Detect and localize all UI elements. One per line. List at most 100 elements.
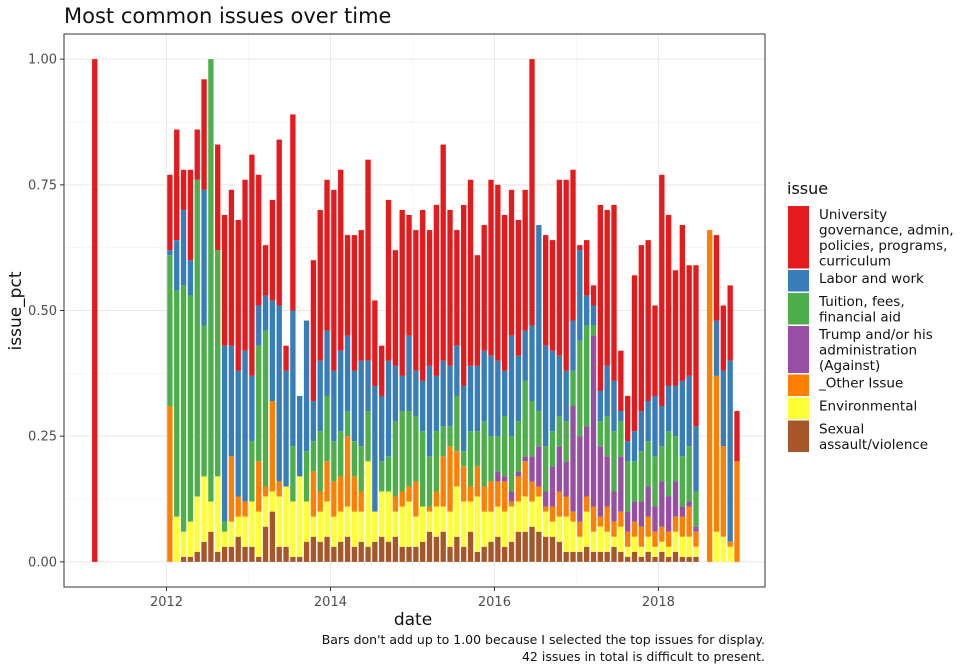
y-axis-title: issue_pct xyxy=(6,271,26,350)
bar-segment-5 xyxy=(249,375,255,442)
bar-segment-4 xyxy=(461,451,467,467)
legend-label: Tuition, fees, xyxy=(818,294,905,310)
bar-segment-3 xyxy=(529,456,535,482)
bar-segment-4 xyxy=(358,446,364,492)
bar-segment-2 xyxy=(666,531,672,547)
bar-segment-0 xyxy=(351,546,358,562)
bar-segment-4 xyxy=(686,446,692,502)
bar-segment-3 xyxy=(625,511,631,532)
bar-stack-2016-01 xyxy=(495,184,501,562)
bar-segment-4 xyxy=(679,456,685,507)
bar-segment-2 xyxy=(631,521,638,537)
bar-stack-2012-07 xyxy=(208,59,214,562)
bar-segment-1 xyxy=(317,511,323,542)
bar-segment-4 xyxy=(310,441,317,472)
bar-segment-0 xyxy=(447,546,453,562)
bar-segment-1 xyxy=(727,546,733,562)
bar-segment-4 xyxy=(577,340,583,437)
bar-segment-3 xyxy=(666,496,672,532)
bar-segment-2 xyxy=(529,481,535,502)
bar-segment-2 xyxy=(433,491,440,507)
bar-segment-0 xyxy=(495,536,501,562)
x-tick-label: 2018 xyxy=(642,595,675,610)
bar-segment-0 xyxy=(570,551,576,562)
bar-segment-5 xyxy=(727,360,733,542)
legend-label: _Other Issue xyxy=(818,376,903,392)
bar-stack-2015-03 xyxy=(426,230,433,562)
bar-segment-6 xyxy=(344,235,351,336)
bar-segment-5 xyxy=(283,370,289,487)
bar-segment-1 xyxy=(358,511,364,542)
bar-segment-6 xyxy=(433,204,440,376)
bar-segment-4 xyxy=(625,461,631,512)
bar-segment-1 xyxy=(659,541,665,552)
bar-segment-1 xyxy=(242,516,248,547)
bar-segment-0 xyxy=(563,551,569,562)
bar-segment-6 xyxy=(481,225,487,351)
bar-stack-2014-12 xyxy=(406,214,412,562)
bar-stack-2016-08 xyxy=(543,235,549,562)
bar-segment-2 xyxy=(474,466,481,497)
bar-segment-1 xyxy=(536,496,542,532)
bar-segment-3 xyxy=(693,526,699,532)
bar-segment-2 xyxy=(324,461,330,502)
bar-segment-2 xyxy=(618,511,624,527)
bar-segment-2 xyxy=(454,451,460,487)
bar-segment-4 xyxy=(447,426,453,447)
bar-segment-2 xyxy=(413,481,419,517)
bar-stack-2012-10 xyxy=(228,189,235,562)
bar-segment-6 xyxy=(262,245,269,296)
bar-segment-2 xyxy=(461,466,467,502)
bar-segment-1 xyxy=(379,491,385,537)
bar-segment-6 xyxy=(290,114,296,311)
bar-segment-5 xyxy=(317,360,323,432)
bar-stack-2014-10 xyxy=(392,250,399,562)
bar-segment-2 xyxy=(686,506,692,537)
bar-segment-0 xyxy=(659,551,665,562)
bar-segment-6 xyxy=(235,220,241,371)
bar-segment-5 xyxy=(167,250,173,256)
bar-segment-1 xyxy=(221,531,228,547)
bar-segment-5 xyxy=(590,305,597,326)
bar-stack-2012-03 xyxy=(180,169,187,562)
bar-segment-6 xyxy=(413,230,419,371)
bar-segment-6 xyxy=(713,235,720,321)
bar-segment-1 xyxy=(249,501,255,547)
chart-title: Most common issues over time xyxy=(64,4,391,28)
bar-segment-6 xyxy=(454,230,460,346)
bar-segment-0 xyxy=(625,556,631,562)
bar-segment-5 xyxy=(543,345,549,447)
bar-segment-5 xyxy=(481,350,487,422)
bar-segment-6 xyxy=(399,209,405,376)
bar-segment-2 xyxy=(604,506,610,532)
bar-segment-0 xyxy=(365,546,371,562)
bar-segment-4 xyxy=(543,446,549,492)
bar-segment-5 xyxy=(631,431,638,462)
bar-stack-2014-05 xyxy=(358,230,364,562)
bar-segment-2 xyxy=(344,436,351,507)
bar-segment-5 xyxy=(365,360,371,412)
bar-segment-6 xyxy=(577,245,583,251)
bar-segment-6 xyxy=(201,79,207,190)
bar-segment-4 xyxy=(508,436,515,492)
bar-segment-4 xyxy=(420,431,426,507)
bar-segment-0 xyxy=(420,541,426,562)
bar-stack-2017-01 xyxy=(577,245,583,562)
bar-segment-2 xyxy=(693,531,699,547)
bar-segment-2 xyxy=(488,481,494,512)
bar-segment-6 xyxy=(672,270,679,386)
bar-segment-5 xyxy=(666,385,672,432)
bar-segment-1 xyxy=(570,521,576,552)
bar-segment-4 xyxy=(290,446,296,502)
bar-segment-0 xyxy=(344,536,351,562)
caption-line-1: Bars don't add up to 1.00 because I sele… xyxy=(322,632,765,647)
bar-segment-5 xyxy=(570,320,576,371)
bar-stack-2018-04 xyxy=(679,225,685,562)
bar-segment-1 xyxy=(529,501,535,527)
bar-segment-1 xyxy=(481,511,487,547)
bar-segment-2 xyxy=(167,406,173,562)
bar-segment-6 xyxy=(426,230,433,366)
bar-segment-4 xyxy=(167,255,173,407)
bar-segment-2 xyxy=(522,461,528,497)
bar-segment-5 xyxy=(604,365,610,417)
